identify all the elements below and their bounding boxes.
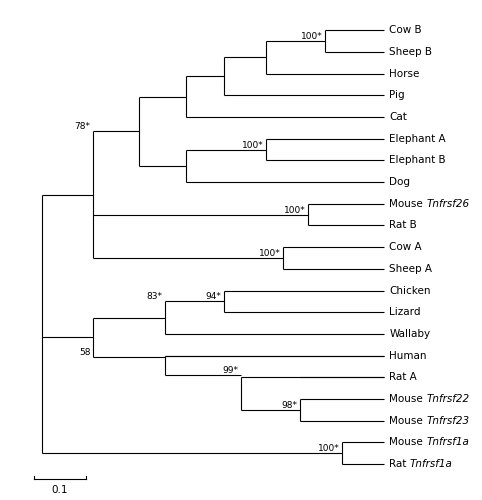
Text: Elephant B: Elephant B [389,156,446,166]
Text: 100*: 100* [259,249,281,258]
Text: Tnfrsf26: Tnfrsf26 [427,199,469,209]
Text: 78*: 78* [75,122,91,131]
Text: Elephant A: Elephant A [389,134,446,143]
Text: Rat A: Rat A [389,372,417,382]
Text: 99*: 99* [223,366,239,374]
Text: 83*: 83* [147,292,162,302]
Text: Mouse: Mouse [389,438,426,448]
Text: Mouse: Mouse [389,199,426,209]
Text: 100*: 100* [242,140,264,149]
Text: Horse: Horse [389,68,420,78]
Text: Tnfrsf22: Tnfrsf22 [427,394,469,404]
Text: Wallaby: Wallaby [389,329,430,339]
Text: 94*: 94* [206,292,222,302]
Text: Human: Human [389,350,427,360]
Text: Mouse: Mouse [389,394,426,404]
Text: Cow B: Cow B [389,25,422,35]
Text: 100*: 100* [301,32,323,41]
Text: 100*: 100* [318,444,340,453]
Text: 100*: 100* [284,206,306,214]
Text: 98*: 98* [281,401,297,410]
Text: 0.1: 0.1 [52,484,68,494]
Text: Rat: Rat [389,459,410,469]
Text: Tnfrsf1a: Tnfrsf1a [410,459,453,469]
Text: Sheep A: Sheep A [389,264,432,274]
Text: Dog: Dog [389,177,410,187]
Text: Cat: Cat [389,112,407,122]
Text: 58: 58 [79,348,91,357]
Text: Chicken: Chicken [389,286,431,296]
Text: Tnfrsf23: Tnfrsf23 [427,416,469,426]
Text: Rat B: Rat B [389,220,417,230]
Text: Mouse: Mouse [389,416,426,426]
Text: Tnfrsf1a: Tnfrsf1a [427,438,469,448]
Text: Cow A: Cow A [389,242,422,252]
Text: Pig: Pig [389,90,405,101]
Text: Sheep B: Sheep B [389,47,432,57]
Text: Lizard: Lizard [389,307,421,317]
